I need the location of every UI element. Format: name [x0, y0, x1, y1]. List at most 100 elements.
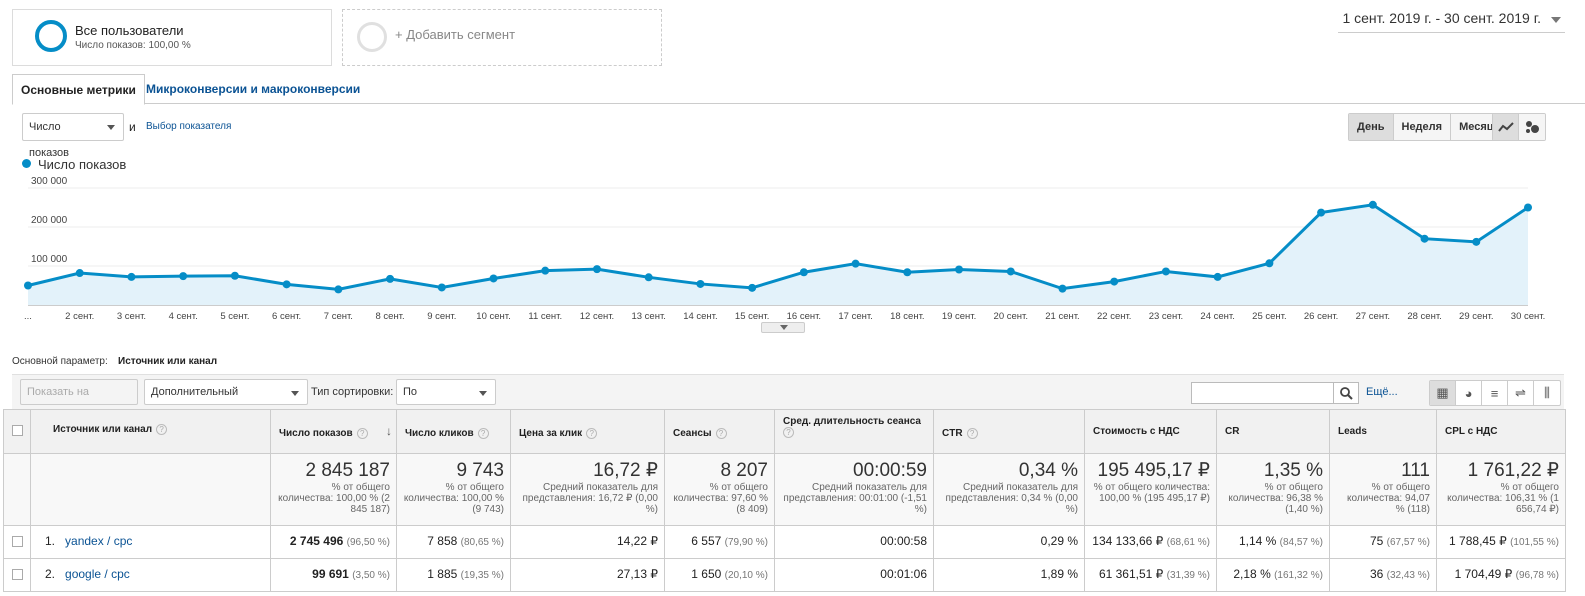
metric-cell: 1 885 (19,35 %)	[396, 558, 511, 592]
col-header-impressions[interactable]: Число показов? ↓	[270, 409, 397, 454]
performance-view-icon[interactable]: ≡	[1482, 381, 1508, 405]
period-week-button[interactable]: Неделя	[1393, 114, 1452, 140]
data-point	[1265, 259, 1274, 268]
empty-segment-icon	[357, 22, 387, 52]
help-icon[interactable]: ?	[783, 427, 794, 438]
x-tick-label: 6 сент.	[272, 311, 301, 322]
comparison-view-icon[interactable]: ⇌	[1508, 381, 1534, 405]
table-row[interactable]: 1. yandex / cpc 2 745 496 (96,50 %) 7 858 …	[3, 525, 1566, 559]
series-area	[28, 204, 1528, 305]
y-tick-label: 200 000	[31, 215, 68, 226]
x-tick-label: 8 сент.	[375, 311, 404, 322]
source-link[interactable]: yandex / cpc	[65, 534, 133, 548]
x-tick-label: 15 сент.	[735, 311, 769, 322]
pivot-view-icon[interactable]: ⫼	[1544, 385, 1550, 400]
x-tick-label: 23 сент.	[1149, 311, 1183, 322]
source-link[interactable]: google / cpc	[65, 567, 130, 581]
data-point	[851, 259, 860, 268]
total-cell: 00:00:59 Средний показатель для представл…	[774, 453, 934, 526]
legend-dot-icon	[22, 159, 31, 168]
data-point	[748, 283, 757, 292]
table-search-input[interactable]	[1191, 382, 1359, 404]
col-header-cpl[interactable]: CPL с НДС	[1436, 409, 1566, 454]
x-tick-label: 25 сент.	[1252, 311, 1286, 322]
help-icon[interactable]: ?	[477, 428, 489, 439]
period-buttons: День Неделя Месяц	[1348, 113, 1503, 141]
metric-cell: 1,14 % (84,57 %)	[1216, 525, 1330, 559]
metric-select[interactable]: Число показов	[22, 113, 124, 159]
source-cell: 2. google / cpc	[30, 558, 271, 592]
col-header-avg-duration[interactable]: Сред. длительность сеанса?	[774, 409, 934, 454]
chart-collapse-handle[interactable]	[761, 322, 805, 333]
primary-dimension-value[interactable]: Источник или канал	[118, 356, 218, 367]
choose-metric-link[interactable]: Выбор показателя	[146, 121, 232, 132]
total-cell: 195 495,17 ₽% от общего количества: 100,…	[1084, 453, 1217, 526]
help-icon[interactable]: ?	[356, 428, 368, 439]
col-header-clicks[interactable]: Число кликов?	[396, 409, 511, 454]
and-label: и	[129, 120, 136, 134]
metric-cell: 134 133,66 ₽ (68,61 %)	[1084, 525, 1217, 559]
col-header-cr[interactable]: CR	[1216, 409, 1330, 454]
secondary-dimension-select[interactable]: Дополнительный параметр	[144, 379, 308, 422]
data-point	[1058, 284, 1067, 293]
data-point	[799, 268, 808, 277]
help-icon[interactable]: ?	[156, 424, 168, 435]
table-row[interactable]: 2. google / cpc 99 691 (3,50 %) 1 885 (19,…	[3, 558, 1566, 592]
x-tick-label: 11 сент.	[528, 311, 562, 322]
col-header-leads[interactable]: Leads	[1329, 409, 1437, 454]
table-view-icon[interactable]: ▦	[1430, 381, 1456, 405]
metric-cell: 6 557 (79,90 %)	[664, 525, 775, 559]
help-icon[interactable]: ?	[715, 428, 727, 439]
x-tick-label: 3 сент.	[117, 311, 146, 322]
x-tick-label: 24 сент.	[1200, 311, 1234, 322]
row-checkbox[interactable]	[3, 558, 31, 592]
total-cell: 9 743% от общего количества: 100,00 % (9…	[396, 453, 511, 526]
data-point	[230, 271, 239, 280]
metric-cell: 1 704,49 ₽ (96,78 %)	[1436, 558, 1566, 592]
row-number: 2.	[45, 567, 56, 581]
metric-cell: 99 691 (3,50 %)	[270, 558, 397, 592]
pie-view-icon[interactable]: ◕	[1456, 381, 1482, 405]
more-link[interactable]: Ещё...	[1366, 386, 1398, 398]
plot-rows-button[interactable]: Показать на диаграмме	[20, 379, 138, 422]
totals-row: 2 845 187% от общего количества: 100,00 …	[3, 453, 1566, 526]
y-tick-label: 300 000	[31, 176, 68, 187]
metric-cell: 27,13 ₽	[510, 558, 665, 592]
segment-title: Все пользователи	[75, 23, 184, 38]
source-cell: 1. yandex / cpc	[30, 525, 271, 559]
motion-chart-icon[interactable]	[1519, 114, 1545, 140]
search-icon[interactable]	[1333, 382, 1359, 404]
x-tick-label: 18 сент.	[890, 311, 924, 322]
sort-type-select[interactable]: По умолчанию	[396, 379, 496, 422]
metric-cell: 36 (32,43 %)	[1329, 558, 1437, 592]
x-tick-label: 7 сент.	[324, 311, 353, 322]
data-point	[1317, 208, 1326, 217]
data-point	[696, 279, 705, 288]
col-header-cost[interactable]: Стоимость с НДС	[1084, 409, 1217, 454]
chart-type-buttons	[1492, 113, 1546, 141]
help-icon[interactable]: ?	[586, 428, 598, 439]
col-header-sessions[interactable]: Сеансы?	[664, 409, 775, 454]
select-all-checkbox[interactable]	[3, 409, 31, 454]
x-tick-label: 28 сент.	[1407, 311, 1441, 322]
line-chart-icon[interactable]	[1493, 114, 1519, 140]
data-point	[437, 283, 446, 292]
metric-cell: 2 745 496 (96,50 %)	[270, 525, 397, 559]
help-icon[interactable]: ?	[966, 428, 978, 439]
segment-all-users[interactable]: Все пользователи Число показов: 100,00 %	[12, 9, 332, 66]
total-cell: 1,35 %% от общего количества: 96,38 % (1…	[1216, 453, 1330, 526]
metric-cell: 75 (67,57 %)	[1329, 525, 1437, 559]
row-checkbox[interactable]	[3, 525, 31, 559]
x-tick-label: 22 сент.	[1097, 311, 1131, 322]
total-cell: 1 761,22 ₽% от общего количества: 106,31…	[1436, 453, 1566, 526]
col-header-ctr[interactable]: CTR?	[933, 409, 1085, 454]
metric-cell: 7 858 (80,65 %)	[396, 525, 511, 559]
date-range-picker[interactable]: 1 сент. 2019 г. - 30 сент. 2019 г.	[1338, 10, 1565, 33]
period-day-button[interactable]: День	[1349, 114, 1394, 140]
x-tick-label: 9 сент.	[427, 311, 456, 322]
col-header-cpc[interactable]: Цена за клик?	[510, 409, 665, 454]
col-header-source[interactable]: Источник или канал?	[30, 409, 271, 454]
add-segment-button[interactable]: + Добавить сегмент	[342, 9, 662, 66]
tab-conversions[interactable]: Микроконверсии и макроконверсии	[146, 82, 361, 96]
tab-main-metrics[interactable]: Основные метрики	[12, 74, 145, 105]
